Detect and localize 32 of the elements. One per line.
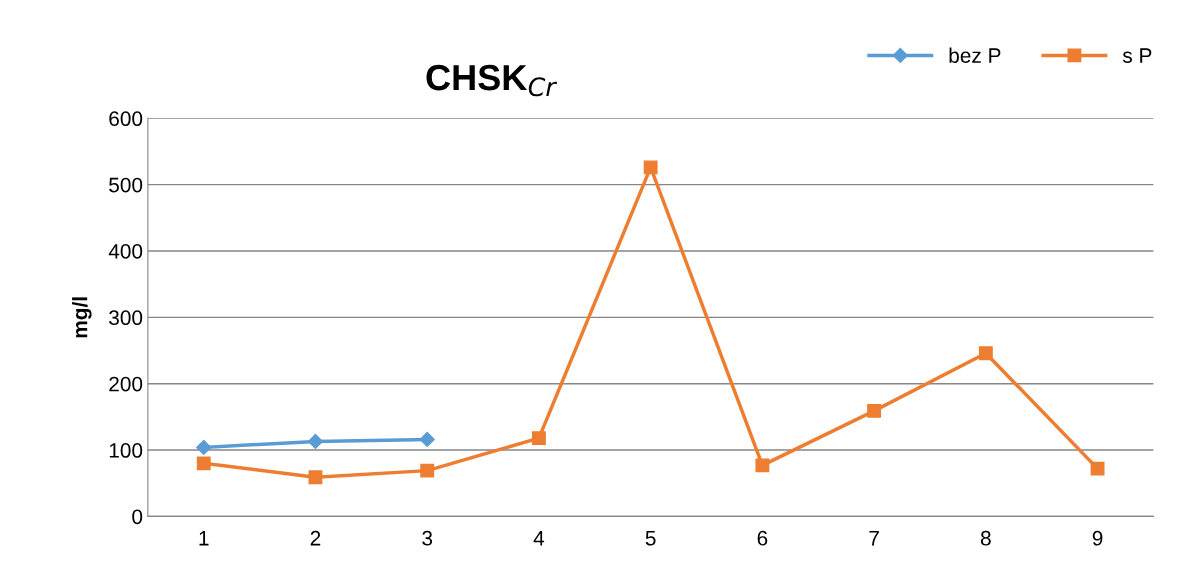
x-tick-label: 1 [199, 531, 209, 546]
point [308, 470, 323, 485]
x-tick-label: 8 [980, 530, 991, 546]
x-tick-label: 9 [1092, 530, 1103, 546]
y-tick-label: 400 [108, 244, 143, 259]
point [419, 431, 435, 448]
x-tick-label: 4 [533, 531, 545, 546]
y-tick-label: 300 [109, 310, 143, 326]
point [307, 433, 324, 450]
point [755, 458, 770, 473]
y-tick-label: 0 [132, 509, 143, 525]
chart-title: CHSK$_{Cr}$ [426, 64, 558, 97]
point [867, 403, 882, 418]
point [1090, 461, 1105, 476]
y-tick-label: 100 [109, 443, 143, 458]
y-tick-label: 600 [109, 111, 143, 127]
y-axis-title: mg/l [72, 297, 92, 338]
x-tick-label: 7 [869, 531, 879, 546]
point [643, 160, 658, 175]
legend-label: s P [1122, 48, 1152, 63]
x-tick-label: 6 [757, 530, 768, 546]
point [196, 456, 211, 471]
point [531, 431, 546, 446]
point [196, 439, 212, 455]
point [978, 346, 993, 361]
x-tick-label: 3 [422, 530, 433, 546]
y-tick-label: 200 [109, 376, 143, 392]
legend-label: bez P [949, 47, 1001, 63]
x-tick-label: 2 [310, 530, 321, 546]
point [420, 463, 435, 478]
y-tick-label: 500 [109, 177, 143, 193]
x-tick-label: 5 [645, 531, 656, 546]
